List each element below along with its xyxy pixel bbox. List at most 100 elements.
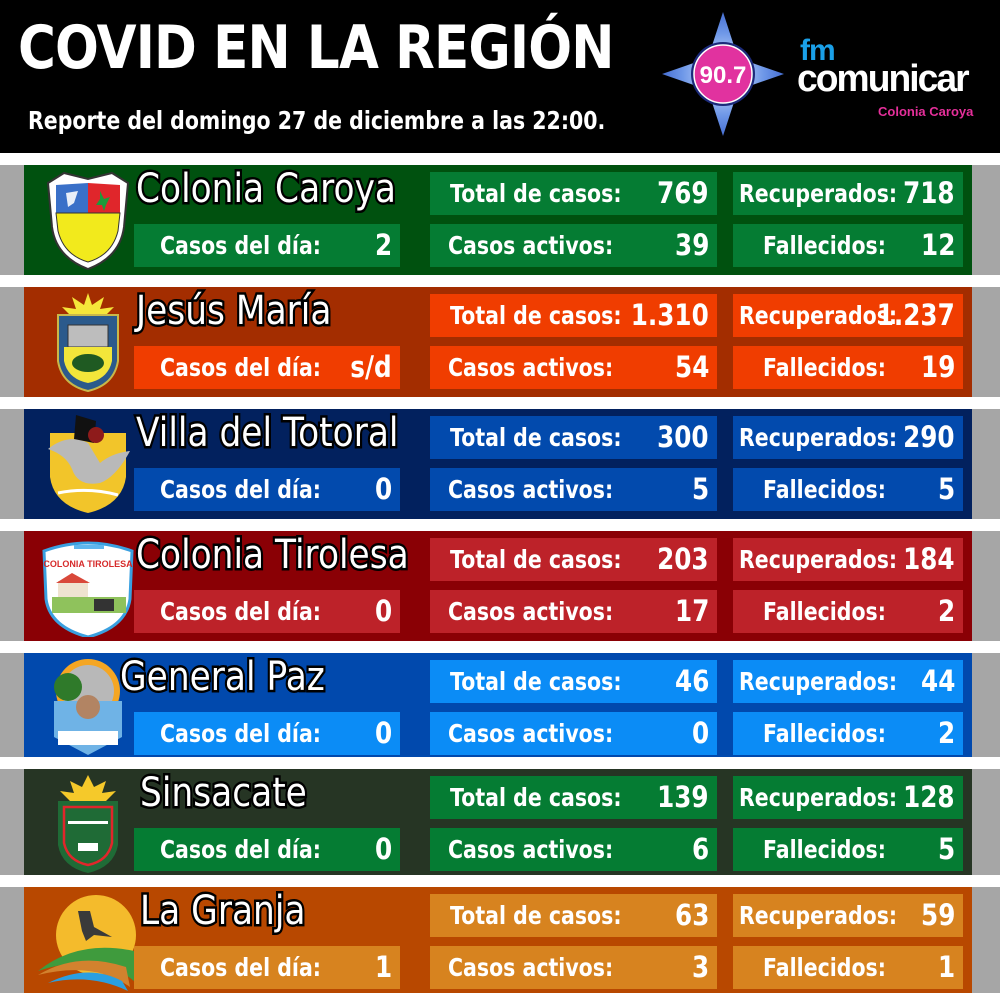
daily-cases-box: Casos del día: 1 <box>134 946 400 989</box>
recovered-label: Recuperados: <box>739 179 898 208</box>
town-panel: General Paz Casos del día: 0 Total de ca… <box>24 653 972 757</box>
town-panel: La Granja Casos del día: 1 Total de caso… <box>24 887 972 993</box>
total-cases-label: Total de casos: <box>450 901 622 930</box>
active-cases-box: Casos activos: 6 <box>430 828 717 871</box>
active-cases-value: 5 <box>691 472 709 506</box>
active-cases-label: Casos activos: <box>448 475 614 504</box>
active-cases-value: 39 <box>674 228 709 262</box>
total-cases-box: Total de casos: 300 <box>430 416 717 459</box>
deaths-label: Fallecidos: <box>763 597 886 626</box>
total-cases-box: Total de casos: 46 <box>430 660 717 703</box>
deaths-box: Fallecidos: 5 <box>733 828 963 871</box>
deaths-value: 1 <box>937 950 955 984</box>
active-cases-box: Casos activos: 54 <box>430 346 717 389</box>
total-cases-box: Total de casos: 139 <box>430 776 717 819</box>
sinsacate-shield-icon <box>38 773 138 875</box>
recovered-value: 718 <box>903 176 955 210</box>
total-cases-value: 300 <box>657 420 709 454</box>
town-panel: Jesús María Casos del día: s/d Total de … <box>24 287 972 397</box>
active-cases-label: Casos activos: <box>448 719 614 748</box>
header: COVID EN LA REGIÓN Reporte del domingo 2… <box>0 0 1000 153</box>
town-panel: Sinsacate Casos del día: 0 Total de caso… <box>24 769 972 875</box>
active-cases-box: Casos activos: 39 <box>430 224 717 267</box>
svg-text:90.7: 90.7 <box>700 62 747 89</box>
logo-town: Colonia Caroya <box>878 104 974 119</box>
recovered-label: Recuperados: <box>739 783 898 812</box>
total-cases-label: Total de casos: <box>450 545 622 574</box>
active-cases-value: 17 <box>674 594 709 628</box>
deaths-value: 5 <box>937 832 955 866</box>
recovered-label: Recuperados: <box>739 423 898 452</box>
deaths-label: Fallecidos: <box>763 835 886 864</box>
active-cases-label: Casos activos: <box>448 231 614 260</box>
daily-cases-label: Casos del día: <box>160 835 321 864</box>
active-cases-box: Casos activos: 17 <box>430 590 717 633</box>
total-cases-value: 46 <box>674 664 709 698</box>
daily-cases-label: Casos del día: <box>160 719 321 748</box>
deaths-box: Fallecidos: 12 <box>733 224 963 267</box>
recovered-box: Recuperados: 290 <box>733 416 963 459</box>
town-row-la-granja: La Granja Casos del día: 1 Total de caso… <box>0 887 1000 993</box>
deaths-value: 19 <box>920 350 955 384</box>
recovered-box: Recuperados: 184 <box>733 538 963 581</box>
total-cases-label: Total de casos: <box>450 667 622 696</box>
daily-cases-box: Casos del día: 0 <box>134 590 400 633</box>
daily-cases-value: 0 <box>374 472 392 506</box>
daily-cases-label: Casos del día: <box>160 597 321 626</box>
active-cases-box: Casos activos: 5 <box>430 468 717 511</box>
active-cases-label: Casos activos: <box>448 953 614 982</box>
town-panel: Villa del Totoral Casos del día: 0 Total… <box>24 409 972 519</box>
total-cases-value: 139 <box>657 780 709 814</box>
deaths-value: 2 <box>937 594 955 628</box>
deaths-value: 5 <box>937 472 955 506</box>
recovered-box: Recuperados: 718 <box>733 172 963 215</box>
daily-cases-box: Casos del día: s/d <box>134 346 400 389</box>
town-name: Colonia Tirolesa <box>134 532 411 578</box>
active-cases-value: 3 <box>691 950 709 984</box>
deaths-box: Fallecidos: 1 <box>733 946 963 989</box>
active-cases-value: 54 <box>674 350 709 384</box>
town-name: La Granja <box>138 888 308 934</box>
daily-cases-label: Casos del día: <box>160 231 321 260</box>
daily-cases-value: 2 <box>374 228 392 262</box>
active-cases-box: Casos activos: 3 <box>430 946 717 989</box>
svg-text:COLONIA TIROLESA: COLONIA TIROLESA <box>43 559 133 569</box>
town-name: Sinsacate <box>138 770 309 816</box>
deaths-box: Fallecidos: 19 <box>733 346 963 389</box>
town-row-general-paz: General Paz Casos del día: 0 Total de ca… <box>0 653 1000 757</box>
la-granja-bird-icon <box>38 891 138 993</box>
recovered-box: Recuperados: 44 <box>733 660 963 703</box>
town-name: Colonia Caroya <box>134 166 398 212</box>
total-cases-value: 63 <box>674 898 709 932</box>
active-cases-box: Casos activos: 0 <box>430 712 717 755</box>
recovered-label: Recuperados: <box>739 901 898 930</box>
total-cases-box: Total de casos: 203 <box>430 538 717 581</box>
daily-cases-value: 1 <box>374 950 392 984</box>
town-name: Villa del Totoral <box>134 410 401 456</box>
daily-cases-value: 0 <box>374 832 392 866</box>
active-cases-value: 6 <box>691 832 709 866</box>
daily-cases-box: Casos del día: 0 <box>134 828 400 871</box>
total-cases-label: Total de casos: <box>450 783 622 812</box>
active-cases-label: Casos activos: <box>448 353 614 382</box>
deaths-box: Fallecidos: 5 <box>733 468 963 511</box>
deaths-box: Fallecidos: 2 <box>733 712 963 755</box>
total-cases-value: 203 <box>657 542 709 576</box>
villa-del-totoral-shield-icon <box>38 413 138 515</box>
colonia-caroya-shield-icon <box>38 169 138 271</box>
report-subtitle: Reporte del domingo 27 de diciembre a la… <box>28 106 606 135</box>
daily-cases-box: Casos del día: 0 <box>134 468 400 511</box>
recovered-box: Recuperados: 1.237 <box>733 294 963 337</box>
recovered-value: 184 <box>903 542 955 576</box>
deaths-label: Fallecidos: <box>763 231 886 260</box>
total-cases-box: Total de casos: 1.310 <box>430 294 717 337</box>
total-cases-label: Total de casos: <box>450 301 622 330</box>
daily-cases-box: Casos del día: 0 <box>134 712 400 755</box>
deaths-value: 12 <box>920 228 955 262</box>
total-cases-box: Total de casos: 769 <box>430 172 717 215</box>
deaths-label: Fallecidos: <box>763 475 886 504</box>
recovered-box: Recuperados: 128 <box>733 776 963 819</box>
daily-cases-value: 0 <box>374 716 392 750</box>
recovered-value: 44 <box>920 664 955 698</box>
town-row-jes-s-mar-a: Jesús María Casos del día: s/d Total de … <box>0 287 1000 397</box>
